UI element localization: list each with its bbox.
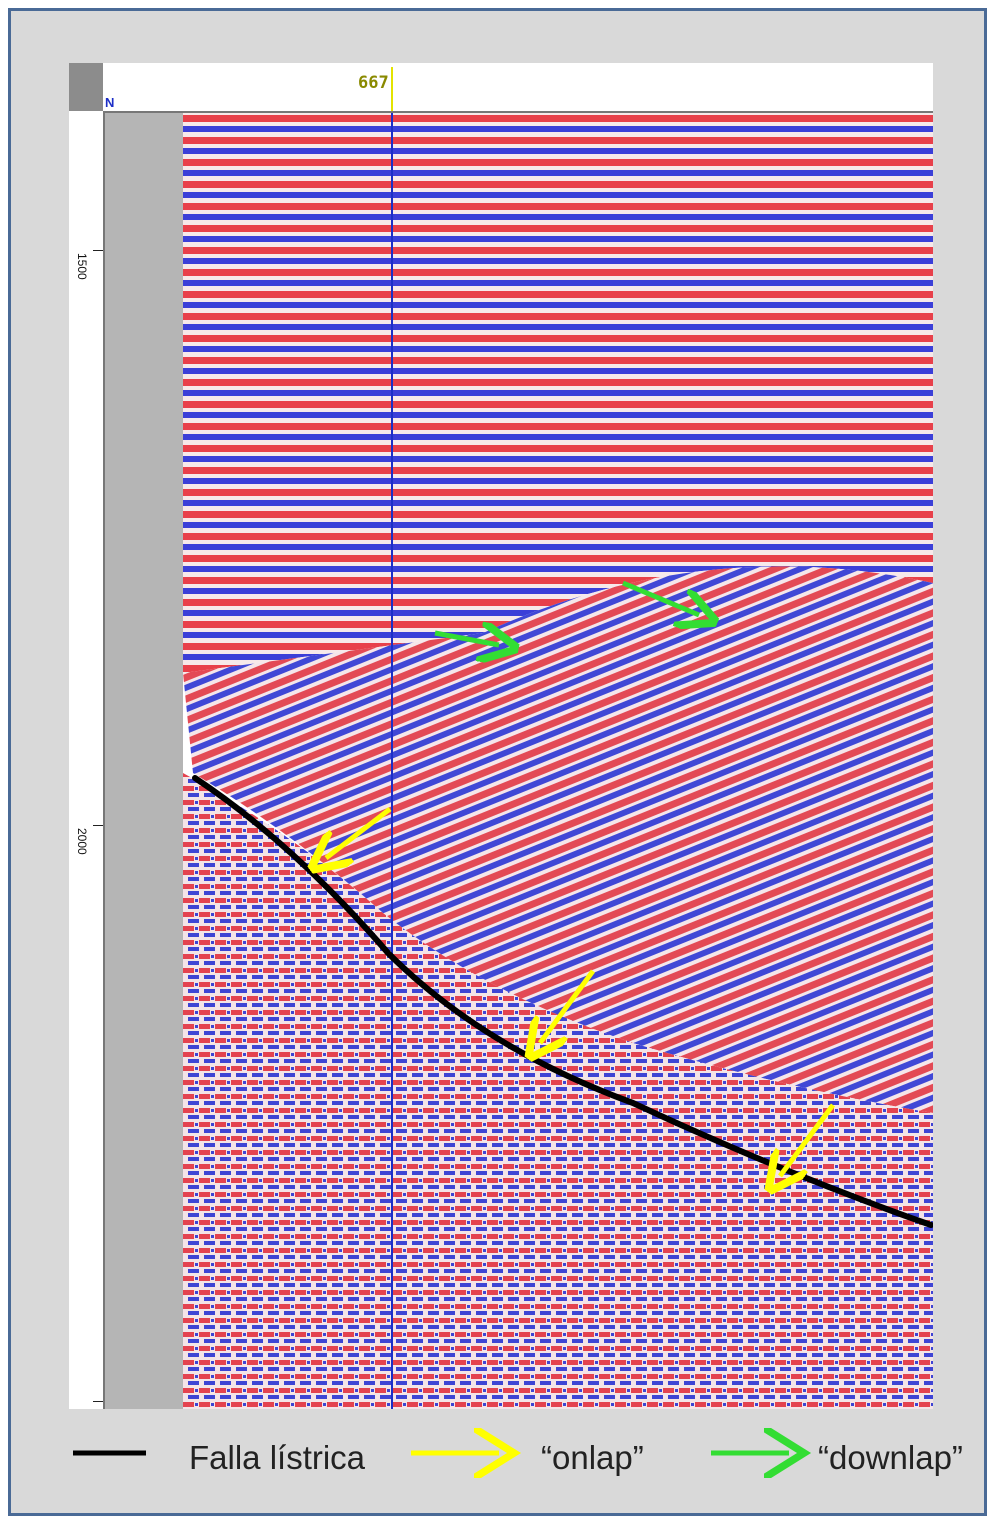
onlap-arrow <box>780 1103 836 1176</box>
trace-ruler: N 667 <box>103 67 933 113</box>
gutter-panel <box>105 113 183 1409</box>
legend-downlap-label: “downlap” <box>818 1439 963 1476</box>
orientation-label: N <box>105 95 115 110</box>
seismic-section <box>183 113 933 1409</box>
seismic-svg <box>183 113 933 1409</box>
downlap-arrow <box>434 633 499 645</box>
depth-tick-2000 <box>93 825 103 826</box>
legend-fault-label: Falla lístrica <box>189 1439 366 1476</box>
downlap-arrow <box>622 580 699 615</box>
depth-tick-label-1500: 1500 <box>75 253 89 280</box>
onlap-arrow <box>540 969 596 1043</box>
viewer-corner <box>69 63 103 111</box>
onlap-arrow <box>326 807 392 858</box>
depth-tick-end <box>93 1401 103 1402</box>
trace-cursor-marker <box>391 67 393 111</box>
figure-frame: N 667 1500 2000 <box>8 8 987 1516</box>
legend-onlap-label: “onlap” <box>541 1439 644 1476</box>
seismic-viewer: N 667 1500 2000 <box>69 63 933 1409</box>
trace-number-label: 667 <box>358 73 389 93</box>
depth-tick-1500 <box>93 250 103 251</box>
depth-tick-label-2000: 2000 <box>75 828 89 855</box>
legend-symbols <box>73 1421 990 1501</box>
legend: Falla lístrica “onlap” “downlap” <box>11 1421 990 1501</box>
depth-ruler: 1500 2000 <box>73 113 105 1409</box>
